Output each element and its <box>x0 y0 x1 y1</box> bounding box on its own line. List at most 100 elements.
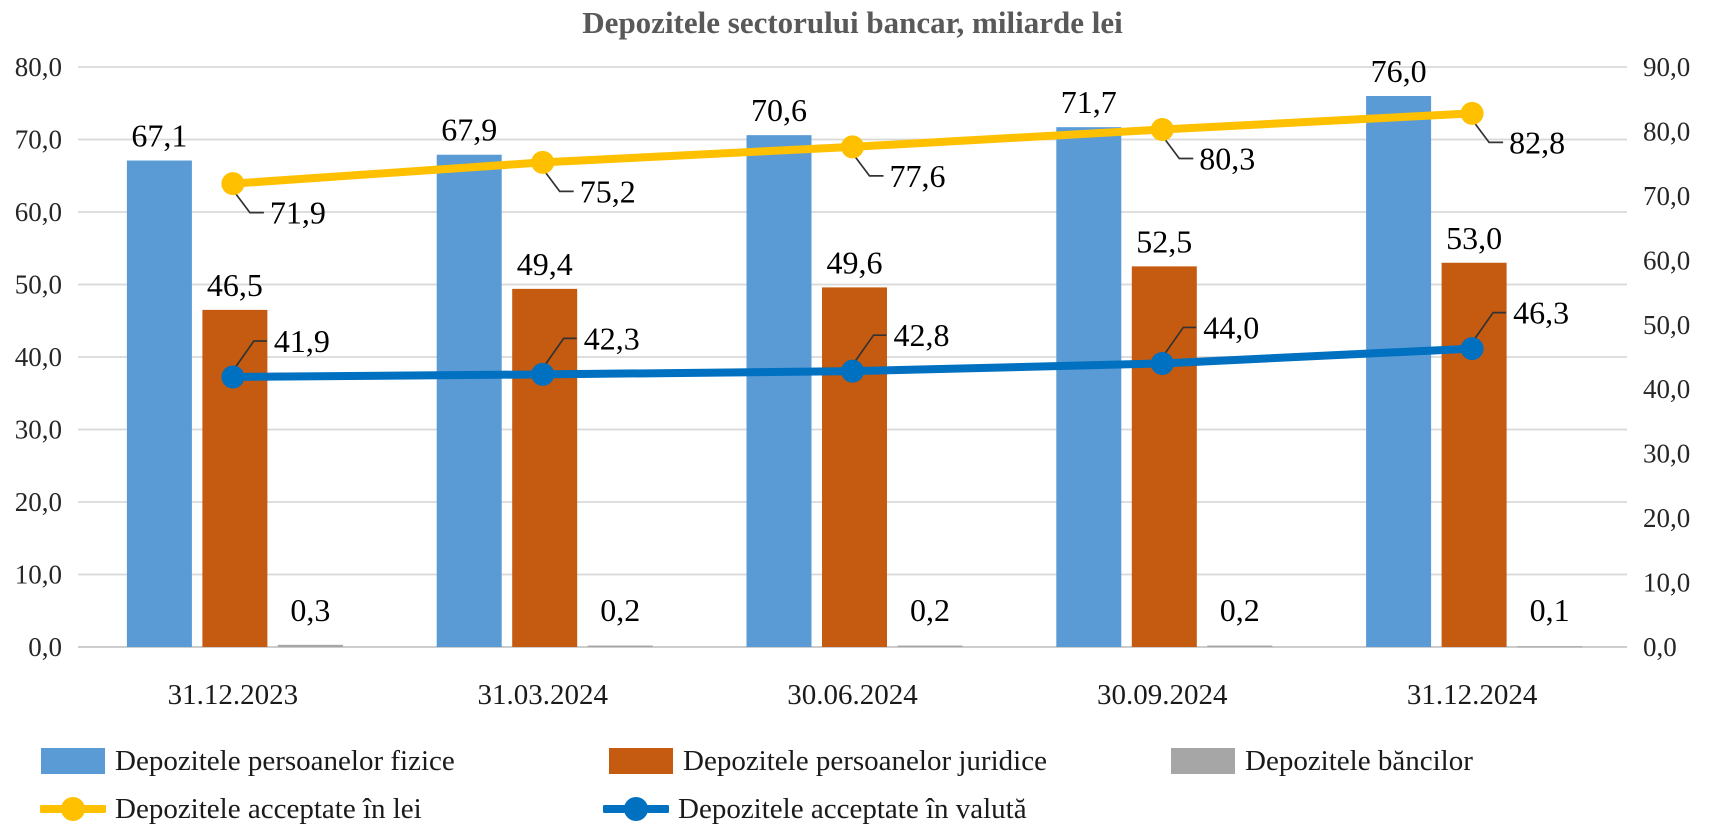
y-axis-left-tick-label: 50,0 <box>15 270 62 300</box>
y-axis-left-tick-label: 20,0 <box>15 487 62 517</box>
line-value-label: 77,6 <box>890 158 946 194</box>
bar <box>1056 127 1122 648</box>
leader-line <box>544 170 574 193</box>
y-axis-right-tick-label: 50,0 <box>1643 310 1690 340</box>
bar-value-label: 0,1 <box>1530 592 1570 628</box>
bar <box>1366 96 1432 647</box>
chart-legend: Depozitele persoanelor fizice Depozitele … <box>0 742 1711 829</box>
bar-value-label: 76,0 <box>1371 53 1427 89</box>
x-axis-label: 30.06.2024 <box>787 679 918 711</box>
bar <box>1441 262 1507 647</box>
x-axis-label: 31.12.2024 <box>1407 679 1538 711</box>
bar <box>126 160 192 647</box>
line-value-label: 80,3 <box>1199 141 1255 177</box>
bar-value-label: 0,2 <box>600 592 640 628</box>
x-axis-label: 31.12.2023 <box>168 679 299 711</box>
legend-bar-swatch <box>1171 748 1235 774</box>
bar <box>1207 645 1273 647</box>
y-axis-left-tick-label: 40,0 <box>15 342 62 372</box>
y-axis-right-tick-label: 60,0 <box>1643 245 1690 275</box>
y-axis-right-tick-label: 0,0 <box>1643 632 1677 662</box>
bar <box>277 644 343 647</box>
line-value-label: 42,3 <box>584 320 640 356</box>
y-axis-left-tick-label: 30,0 <box>15 415 62 445</box>
line-value-label: 41,9 <box>274 323 330 359</box>
line-point-marker <box>1460 337 1484 361</box>
legend-label: Depozitele persoanelor fizice <box>115 744 455 777</box>
bar <box>587 645 653 647</box>
bar-value-label: 0,3 <box>290 592 330 628</box>
legend-item: Depozitele acceptate în valută <box>603 794 1027 824</box>
leader-line <box>1163 138 1194 160</box>
line-value-label: 75,2 <box>580 173 636 209</box>
leader-line <box>544 337 577 366</box>
leader-line <box>1163 326 1197 355</box>
line-value-label: 82,8 <box>1509 124 1565 160</box>
y-axis-right-tick-label: 20,0 <box>1643 503 1690 533</box>
line-point-marker <box>221 172 245 196</box>
legend-label: Depozitele acceptate în valută <box>678 792 1027 825</box>
legend-bar-swatch <box>609 748 673 774</box>
y-axis-right-tick-label: 10,0 <box>1643 568 1690 598</box>
bar-value-label: 0,2 <box>910 592 950 628</box>
plot-area-svg: 0,0 10,0 20,0 30,0 40,0 50,0 60,0 70,0 80,0 0,0 10… <box>15 52 1691 711</box>
bar-value-label: 67,9 <box>441 112 497 148</box>
line-value-label: 71,9 <box>270 195 326 231</box>
y-axis-left-tick-label: 60,0 <box>15 197 62 227</box>
line-value-label: 46,3 <box>1513 295 1569 331</box>
bar <box>1517 646 1583 648</box>
legend-label: Depozitele acceptate în lei <box>115 792 422 825</box>
bar-value-label: 70,6 <box>751 92 807 128</box>
line-point-marker <box>531 362 555 386</box>
legend-label: Depozitele persoanelor juridice <box>683 744 1047 777</box>
line-value-label: 42,8 <box>894 317 950 353</box>
bar <box>512 288 578 647</box>
line-point-marker <box>1150 351 1174 375</box>
leader-line <box>1473 121 1504 144</box>
y-axis-right-tick-label: 40,0 <box>1643 374 1690 404</box>
legend-bar-swatch <box>41 748 105 774</box>
legend-item: Depozitele acceptate în lei <box>40 794 422 824</box>
y-axis-right-tick-label: 30,0 <box>1643 439 1690 469</box>
y-axis-left-tick-label: 80,0 <box>15 52 62 82</box>
bar-value-label: 0,2 <box>1220 592 1260 628</box>
line-point-marker <box>841 359 864 383</box>
bar-value-label: 49,4 <box>517 246 573 282</box>
line-point-marker <box>1150 118 1174 142</box>
y-axis-left-tick-label: 0,0 <box>28 632 62 662</box>
line-value-label: 44,0 <box>1203 309 1259 345</box>
y-axis-right-tick-label: 80,0 <box>1643 116 1690 146</box>
x-axis-label: 31.03.2024 <box>477 679 608 711</box>
legend-line-marker-swatch <box>603 797 669 821</box>
y-axis-right-tick-label: 70,0 <box>1643 181 1690 211</box>
leader-line <box>853 334 887 363</box>
leader-line <box>234 192 264 214</box>
bar-value-label: 53,0 <box>1446 220 1502 256</box>
leader-line <box>853 155 884 177</box>
line-point-marker <box>1460 101 1484 125</box>
bar <box>1131 266 1197 647</box>
y-axis-left-tick-label: 70,0 <box>15 125 62 155</box>
bar <box>897 645 963 647</box>
bar <box>436 154 502 647</box>
line-point-marker <box>221 365 245 389</box>
bar <box>822 287 887 647</box>
legend-item: Depozitele băncilor <box>1170 746 1473 776</box>
legend-label: Depozitele băncilor <box>1245 744 1473 777</box>
bar <box>746 135 812 647</box>
bar-value-label: 67,1 <box>131 118 187 154</box>
y-axis-left-tick-label: 10,0 <box>15 560 62 590</box>
x-axis-label: 30.09.2024 <box>1097 679 1228 711</box>
line-point-marker <box>841 135 864 159</box>
leader-line <box>1473 311 1507 341</box>
y-axis-right-tick-label: 90,0 <box>1643 52 1690 82</box>
legend-item: Depozitele persoanelor fizice <box>40 746 455 776</box>
legend-line-marker-swatch <box>40 797 106 821</box>
chart-title: Depozitele sectorului bancar, miliarde l… <box>582 5 1123 40</box>
legend-item: Depozitele persoanelor juridice <box>608 746 1047 776</box>
bar-value-label: 71,7 <box>1061 84 1117 120</box>
bar-value-label: 46,5 <box>207 267 263 303</box>
bar <box>202 309 268 647</box>
bar-value-label: 52,5 <box>1136 223 1192 259</box>
